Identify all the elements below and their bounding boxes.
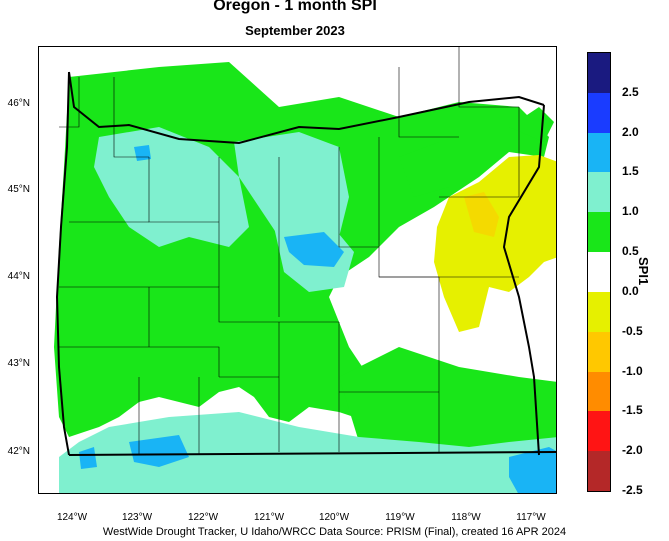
spi-yellow-areas <box>434 155 556 332</box>
legend-swatch <box>588 92 610 133</box>
lon-label-119: 119°W <box>385 512 415 523</box>
lat-label-43: 43°N <box>7 358 30 369</box>
legend-tick-label: -0.5 <box>622 323 643 338</box>
spi-orange-areas <box>464 192 499 237</box>
spi-legend <box>587 52 611 492</box>
lat-label-44: 44°N <box>7 271 30 282</box>
lat-label-45: 45°N <box>7 184 30 195</box>
legend-swatch <box>588 172 610 213</box>
lat-label-46: 46°N <box>7 98 30 109</box>
lon-label-120: 120°W <box>318 512 350 523</box>
spi-aqua-areas <box>59 127 556 493</box>
spi-map <box>38 46 557 494</box>
spi-map-canvas <box>39 47 556 493</box>
lon-label-117: 117°W <box>516 512 546 523</box>
legend-tick-label: 2.0 <box>622 124 639 139</box>
legend-swatch <box>588 371 610 412</box>
legend-swatch <box>588 132 610 173</box>
legend-tick-label: -1.0 <box>622 363 643 378</box>
legend-tick-label: 0.5 <box>622 244 639 259</box>
map-subtitle: September 2023 <box>245 23 345 38</box>
lon-label-123: 123°W <box>121 512 153 523</box>
legend-swatch <box>588 291 610 332</box>
legend-swatch <box>588 331 610 372</box>
state-boundary <box>55 71 556 456</box>
legend-tick-label: 1.5 <box>622 164 639 179</box>
legend-swatch <box>588 252 610 292</box>
spi-blue-areas <box>79 145 556 493</box>
legend-tick-label: -1.5 <box>622 403 643 418</box>
lon-label-124: 124°W <box>56 512 88 523</box>
legend-swatch <box>588 212 610 253</box>
map-title: Oregon - 1 month SPI <box>213 0 377 14</box>
lon-label-122: 122°W <box>187 512 219 523</box>
legend-tick-label: -2.0 <box>622 443 643 458</box>
legend-swatch <box>588 411 610 452</box>
lat-label-42: 42°N <box>7 446 30 457</box>
legend-swatch <box>588 53 610 93</box>
lon-label-118: 118°W <box>451 512 481 523</box>
legend-tick-label: 2.5 <box>622 84 639 99</box>
legend-title: SPI1 <box>636 257 651 286</box>
county-lines <box>59 47 520 455</box>
data-source-credit: WestWide Drought Tracker, U Idaho/WRCC D… <box>102 526 567 538</box>
legend-tick-label: 0.0 <box>622 283 639 298</box>
legend-swatch <box>588 451 610 491</box>
legend-tick-label: -2.5 <box>622 483 643 497</box>
lon-label-121: 121°W <box>253 512 285 523</box>
legend-tick-label: 1.0 <box>622 204 639 219</box>
